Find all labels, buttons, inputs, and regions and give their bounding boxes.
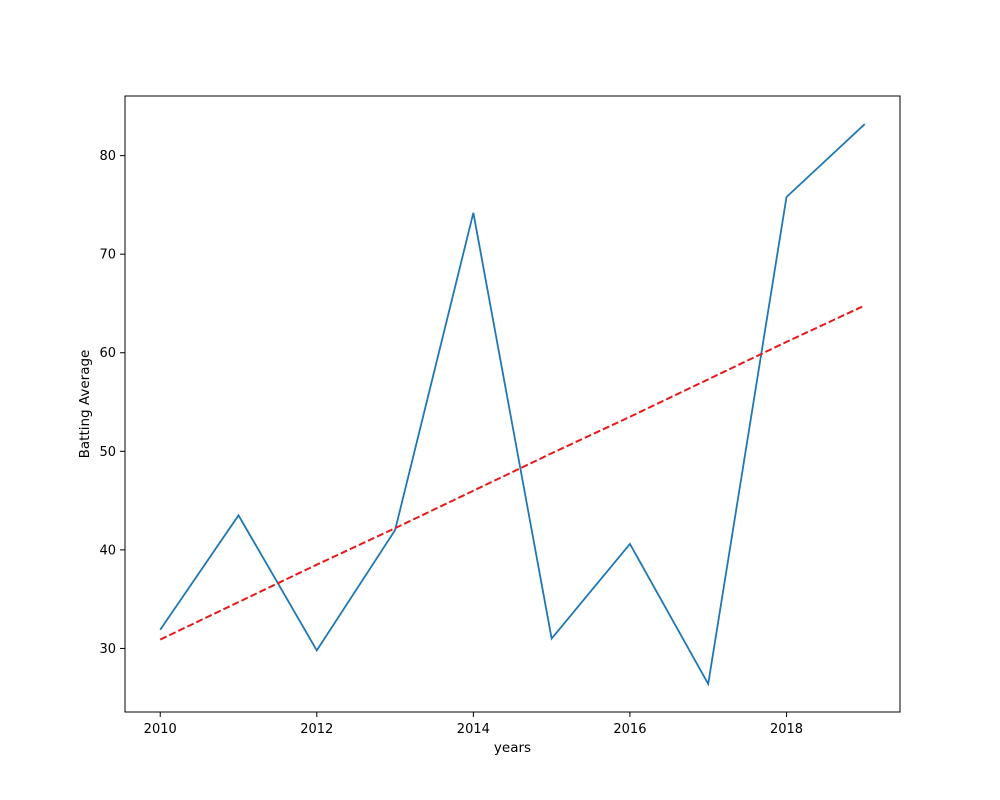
y-tick-label: 60 — [99, 346, 116, 361]
x-tick-label: 2010 — [144, 722, 177, 737]
x-tick-label: 2014 — [457, 722, 490, 737]
y-tick-label: 80 — [99, 149, 116, 164]
y-axis-label: Batting Average — [77, 350, 93, 459]
x-tick-label: 2016 — [613, 722, 646, 737]
x-tick-label: 2018 — [770, 722, 803, 737]
y-tick-label: 40 — [99, 543, 116, 558]
x-axis-label: years — [494, 740, 531, 756]
y-tick-label: 50 — [99, 445, 116, 460]
series-layer — [159, 123, 866, 687]
plot-frame — [124, 95, 901, 713]
trend-line — [159, 304, 866, 641]
y-tick-label: 30 — [99, 642, 116, 657]
ticks-layer: 2010 2012 2014 2016 2018 30 40 50 60 70 80 — [99, 149, 803, 737]
y-tick-label: 70 — [99, 248, 116, 263]
x-tick-label: 2012 — [300, 722, 333, 737]
